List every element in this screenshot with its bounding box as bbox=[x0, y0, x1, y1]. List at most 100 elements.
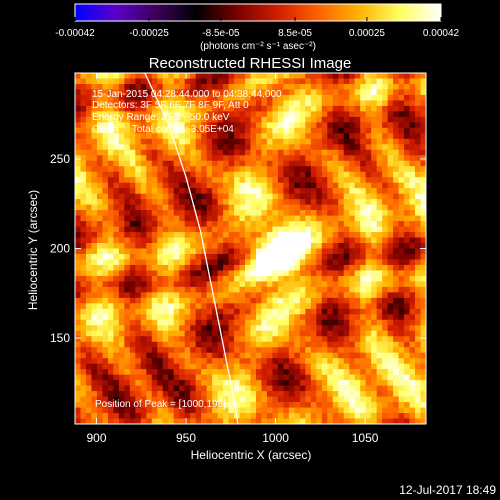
heatmap-cell bbox=[382, 407, 389, 414]
heatmap-cell bbox=[80, 144, 87, 151]
heatmap-cell bbox=[140, 171, 147, 178]
heatmap-cell bbox=[360, 111, 367, 118]
heatmap-cell bbox=[365, 363, 372, 370]
heatmap-cell bbox=[217, 160, 224, 167]
heatmap-cell bbox=[173, 226, 180, 233]
heatmap-cell bbox=[140, 303, 147, 310]
heatmap-cell bbox=[190, 330, 197, 337]
heatmap-cell bbox=[376, 347, 383, 354]
heatmap-cell bbox=[343, 127, 350, 134]
heatmap-cell bbox=[151, 78, 158, 85]
heatmap-cell bbox=[113, 303, 120, 310]
heatmap-cell bbox=[85, 232, 92, 238]
heatmap-cell bbox=[365, 308, 372, 315]
heatmap-cell bbox=[294, 286, 301, 293]
heatmap-cell bbox=[255, 385, 262, 392]
y-tick-label: 200 bbox=[50, 242, 70, 256]
heatmap-cell bbox=[321, 127, 328, 134]
heatmap-cell bbox=[272, 281, 279, 288]
heatmap-cell bbox=[299, 281, 306, 288]
heatmap-cell bbox=[162, 418, 169, 424]
heatmap-cell bbox=[91, 270, 98, 277]
heatmap-cell bbox=[217, 270, 224, 277]
heatmap-cell bbox=[261, 363, 268, 370]
heatmap-cell bbox=[277, 264, 284, 271]
heatmap-cell bbox=[162, 122, 169, 129]
heatmap-cell bbox=[162, 193, 169, 200]
heatmap-cell bbox=[179, 144, 186, 151]
heatmap-cell bbox=[75, 138, 81, 145]
heatmap-cell bbox=[283, 111, 290, 118]
heatmap-cell bbox=[124, 363, 131, 370]
heatmap-cell bbox=[245, 314, 251, 321]
heatmap-cell bbox=[129, 264, 136, 271]
heatmap-cell bbox=[387, 286, 394, 293]
heatmap-cell bbox=[327, 369, 334, 376]
heatmap-cell bbox=[360, 73, 367, 79]
heatmap-cell bbox=[168, 83, 175, 90]
heatmap-cell bbox=[173, 396, 180, 403]
heatmap-cell bbox=[343, 347, 350, 354]
heatmap-cell bbox=[338, 133, 345, 140]
heatmap-cell bbox=[162, 396, 169, 403]
heatmap-cell bbox=[151, 83, 158, 90]
heatmap-cell bbox=[168, 111, 175, 118]
heatmap-cell bbox=[245, 73, 251, 79]
colorbar bbox=[74, 3, 442, 22]
heatmap-cell bbox=[201, 171, 208, 178]
heatmap-cell bbox=[398, 352, 405, 359]
heatmap-cell bbox=[201, 138, 208, 145]
heatmap-cell bbox=[201, 281, 208, 288]
heatmap-cell bbox=[415, 418, 421, 424]
heatmap-cell bbox=[299, 275, 306, 282]
heatmap-cell bbox=[415, 78, 421, 85]
heatmap-cell bbox=[332, 281, 339, 288]
heatmap-cell bbox=[107, 407, 114, 414]
heatmap-cell bbox=[190, 292, 197, 299]
heatmap-cell bbox=[376, 418, 383, 424]
heatmap-cell bbox=[223, 199, 229, 206]
heatmap-cell bbox=[239, 396, 246, 403]
heatmap-cell bbox=[283, 232, 290, 238]
heatmap-cell bbox=[266, 133, 273, 140]
heatmap-cell bbox=[294, 253, 301, 260]
heatmap-cell bbox=[212, 281, 218, 288]
heatmap-cell bbox=[75, 374, 81, 381]
heatmap-cell bbox=[91, 166, 98, 173]
heatmap-cell bbox=[85, 391, 92, 397]
heatmap-cell bbox=[85, 275, 92, 282]
heatmap-cell bbox=[118, 281, 125, 288]
heatmap-cell bbox=[393, 407, 399, 414]
heatmap-cell bbox=[135, 248, 142, 255]
heatmap-cell bbox=[310, 111, 317, 118]
heatmap-cell bbox=[75, 314, 81, 321]
heatmap-cell bbox=[234, 396, 240, 403]
heatmap-cell bbox=[349, 363, 356, 370]
heatmap-cell bbox=[266, 155, 273, 162]
heatmap-cell bbox=[223, 347, 229, 354]
heatmap-cell bbox=[398, 144, 405, 151]
heatmap-cell bbox=[107, 105, 114, 112]
heatmap-cell bbox=[107, 380, 114, 387]
heatmap-cell bbox=[360, 297, 367, 304]
heatmap-cell bbox=[398, 374, 405, 381]
heatmap-cell bbox=[96, 182, 103, 189]
heatmap-cell bbox=[327, 391, 334, 397]
heatmap-cell bbox=[184, 78, 191, 85]
heatmap-cell bbox=[179, 380, 186, 387]
heatmap-cell bbox=[299, 270, 306, 277]
heatmap-cell bbox=[162, 286, 169, 293]
heatmap-cell bbox=[168, 94, 175, 101]
heatmap-cell bbox=[75, 347, 81, 354]
heatmap-cell bbox=[316, 413, 323, 419]
heatmap-cell bbox=[420, 303, 426, 310]
heatmap-cell bbox=[217, 396, 224, 403]
heatmap-cell bbox=[75, 237, 81, 244]
heatmap-cell bbox=[212, 286, 218, 293]
heatmap-cell bbox=[75, 248, 81, 255]
heatmap-cell bbox=[387, 391, 394, 397]
heatmap-cell bbox=[305, 286, 312, 293]
heatmap-cell bbox=[201, 94, 208, 101]
heatmap-cell bbox=[228, 166, 235, 173]
heatmap-cell bbox=[277, 210, 284, 216]
